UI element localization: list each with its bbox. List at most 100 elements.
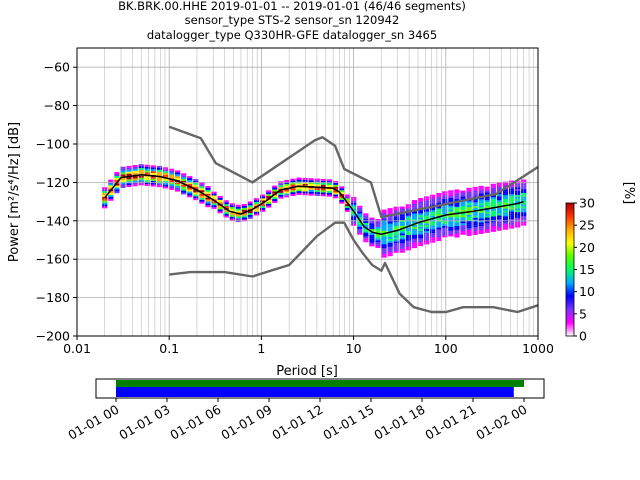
- heatmap-cell: [472, 231, 478, 234]
- heatmap-cell: [448, 203, 454, 206]
- heatmap-cell: [508, 195, 515, 198]
- heatmap-cell: [217, 207, 223, 210]
- heatmap-cell: [229, 208, 235, 211]
- heatmap-cell: [478, 220, 484, 223]
- heatmap-cell: [338, 199, 345, 202]
- heatmap-cell: [108, 179, 114, 182]
- heatmap-cell: [144, 183, 150, 186]
- heatmap-cell: [126, 179, 132, 182]
- heatmap-cell: [357, 217, 363, 220]
- heatmap-cell: [466, 222, 472, 225]
- heatmap-cell: [253, 200, 260, 203]
- heatmap-cell: [417, 230, 424, 233]
- heatmap-cell: [156, 179, 163, 182]
- heatmap-cell: [411, 234, 418, 237]
- heatmap-cell: [211, 203, 217, 206]
- heatmap-cell: [114, 191, 120, 194]
- heatmap-cell: [150, 180, 156, 183]
- heatmap-cell: [393, 223, 399, 226]
- heatmap-cell: [460, 219, 466, 222]
- heatmap-cell: [302, 177, 308, 180]
- heatmap-cell: [266, 201, 272, 204]
- heatmap-cell: [417, 217, 424, 220]
- heatmap-cell: [320, 194, 326, 197]
- heatmap-cell: [150, 173, 156, 176]
- heatmap-cell: [320, 180, 326, 183]
- heatmap-cell: [393, 210, 399, 213]
- heatmap-cell: [205, 201, 211, 204]
- heatmap-cell: [411, 215, 418, 218]
- heatmap-cell: [496, 194, 503, 197]
- heatmap-cell: [502, 191, 509, 194]
- heatmap-cell: [387, 223, 393, 226]
- heatmap-cell: [175, 189, 181, 192]
- heatmap-cell: [442, 198, 448, 201]
- timeline-tick-label: 01-01 12: [269, 402, 325, 443]
- heatmap-cell: [436, 233, 442, 236]
- heatmap-cell: [229, 216, 235, 219]
- heatmap-cell: [436, 239, 442, 242]
- heatmap-cell: [235, 216, 241, 219]
- heatmap-cell: [150, 167, 156, 170]
- heatmap-cell: [393, 216, 399, 219]
- heatmap-cell: [454, 199, 460, 202]
- heatmap-cell: [442, 231, 448, 234]
- heatmap-cell: [454, 191, 460, 194]
- heatmap-cell: [448, 217, 454, 220]
- colorbar-tick-label: 15: [579, 262, 595, 277]
- heatmap-cell: [120, 168, 126, 171]
- heatmap-cell: [472, 217, 478, 220]
- chart-title-line-3: datalogger_type Q330HR-GFE datalogger_sn…: [146, 28, 438, 42]
- heatmap-cell: [423, 213, 430, 216]
- heatmap-cell: [229, 212, 235, 215]
- heatmap-cell: [478, 230, 484, 233]
- heatmap-cell: [260, 198, 266, 201]
- heatmap-cell: [120, 184, 126, 187]
- heatmap-cell: [460, 217, 466, 220]
- heatmap-cell: [114, 185, 120, 188]
- heatmap-cell: [490, 229, 496, 232]
- heatmap-cell: [187, 187, 193, 190]
- heatmap-cell: [363, 221, 369, 224]
- heatmap-cell: [490, 208, 496, 211]
- heatmap-cell: [490, 227, 496, 230]
- heatmap-cell: [199, 193, 205, 196]
- heatmap-cell: [175, 172, 181, 175]
- heatmap-cell: [417, 244, 424, 247]
- heatmap-cell: [490, 187, 496, 190]
- y-tick-label: −100: [36, 137, 70, 152]
- heatmap-cell: [393, 231, 399, 234]
- heatmap-cell: [472, 223, 478, 226]
- heatmap-cell: [357, 213, 363, 216]
- heatmap-cell: [162, 174, 169, 177]
- heatmap-cell: [114, 175, 120, 178]
- heatmap-cell: [423, 198, 430, 201]
- heatmap-cell: [369, 225, 375, 228]
- heatmap-cell: [496, 215, 503, 218]
- heatmap-cell: [205, 197, 211, 200]
- heatmap-cell: [496, 201, 503, 204]
- heatmap-cell: [357, 223, 363, 226]
- heatmap-cell: [126, 177, 132, 180]
- heatmap-cell: [314, 182, 320, 185]
- heatmap-cell: [247, 211, 254, 214]
- colorbar-tick-label: 0: [579, 329, 587, 344]
- heatmap-cell: [448, 215, 454, 218]
- heatmap-cell: [411, 232, 418, 235]
- heatmap-cell: [211, 193, 217, 196]
- heatmap-cell: [308, 189, 314, 192]
- heatmap-cell: [272, 199, 278, 202]
- heatmap-cell: [357, 230, 363, 233]
- heatmap-cell: [162, 169, 169, 172]
- heatmap-cell: [466, 214, 472, 217]
- heatmap-cell: [381, 246, 387, 249]
- heatmap-cell: [448, 196, 454, 199]
- y-tick-label: −180: [36, 290, 70, 305]
- heatmap-cell: [332, 196, 339, 199]
- heatmap-cell: [466, 226, 472, 229]
- heatmap-cell: [417, 219, 424, 222]
- heatmap-cell: [490, 204, 496, 207]
- heatmap-cell: [387, 215, 393, 218]
- heatmap-cell: [168, 185, 175, 188]
